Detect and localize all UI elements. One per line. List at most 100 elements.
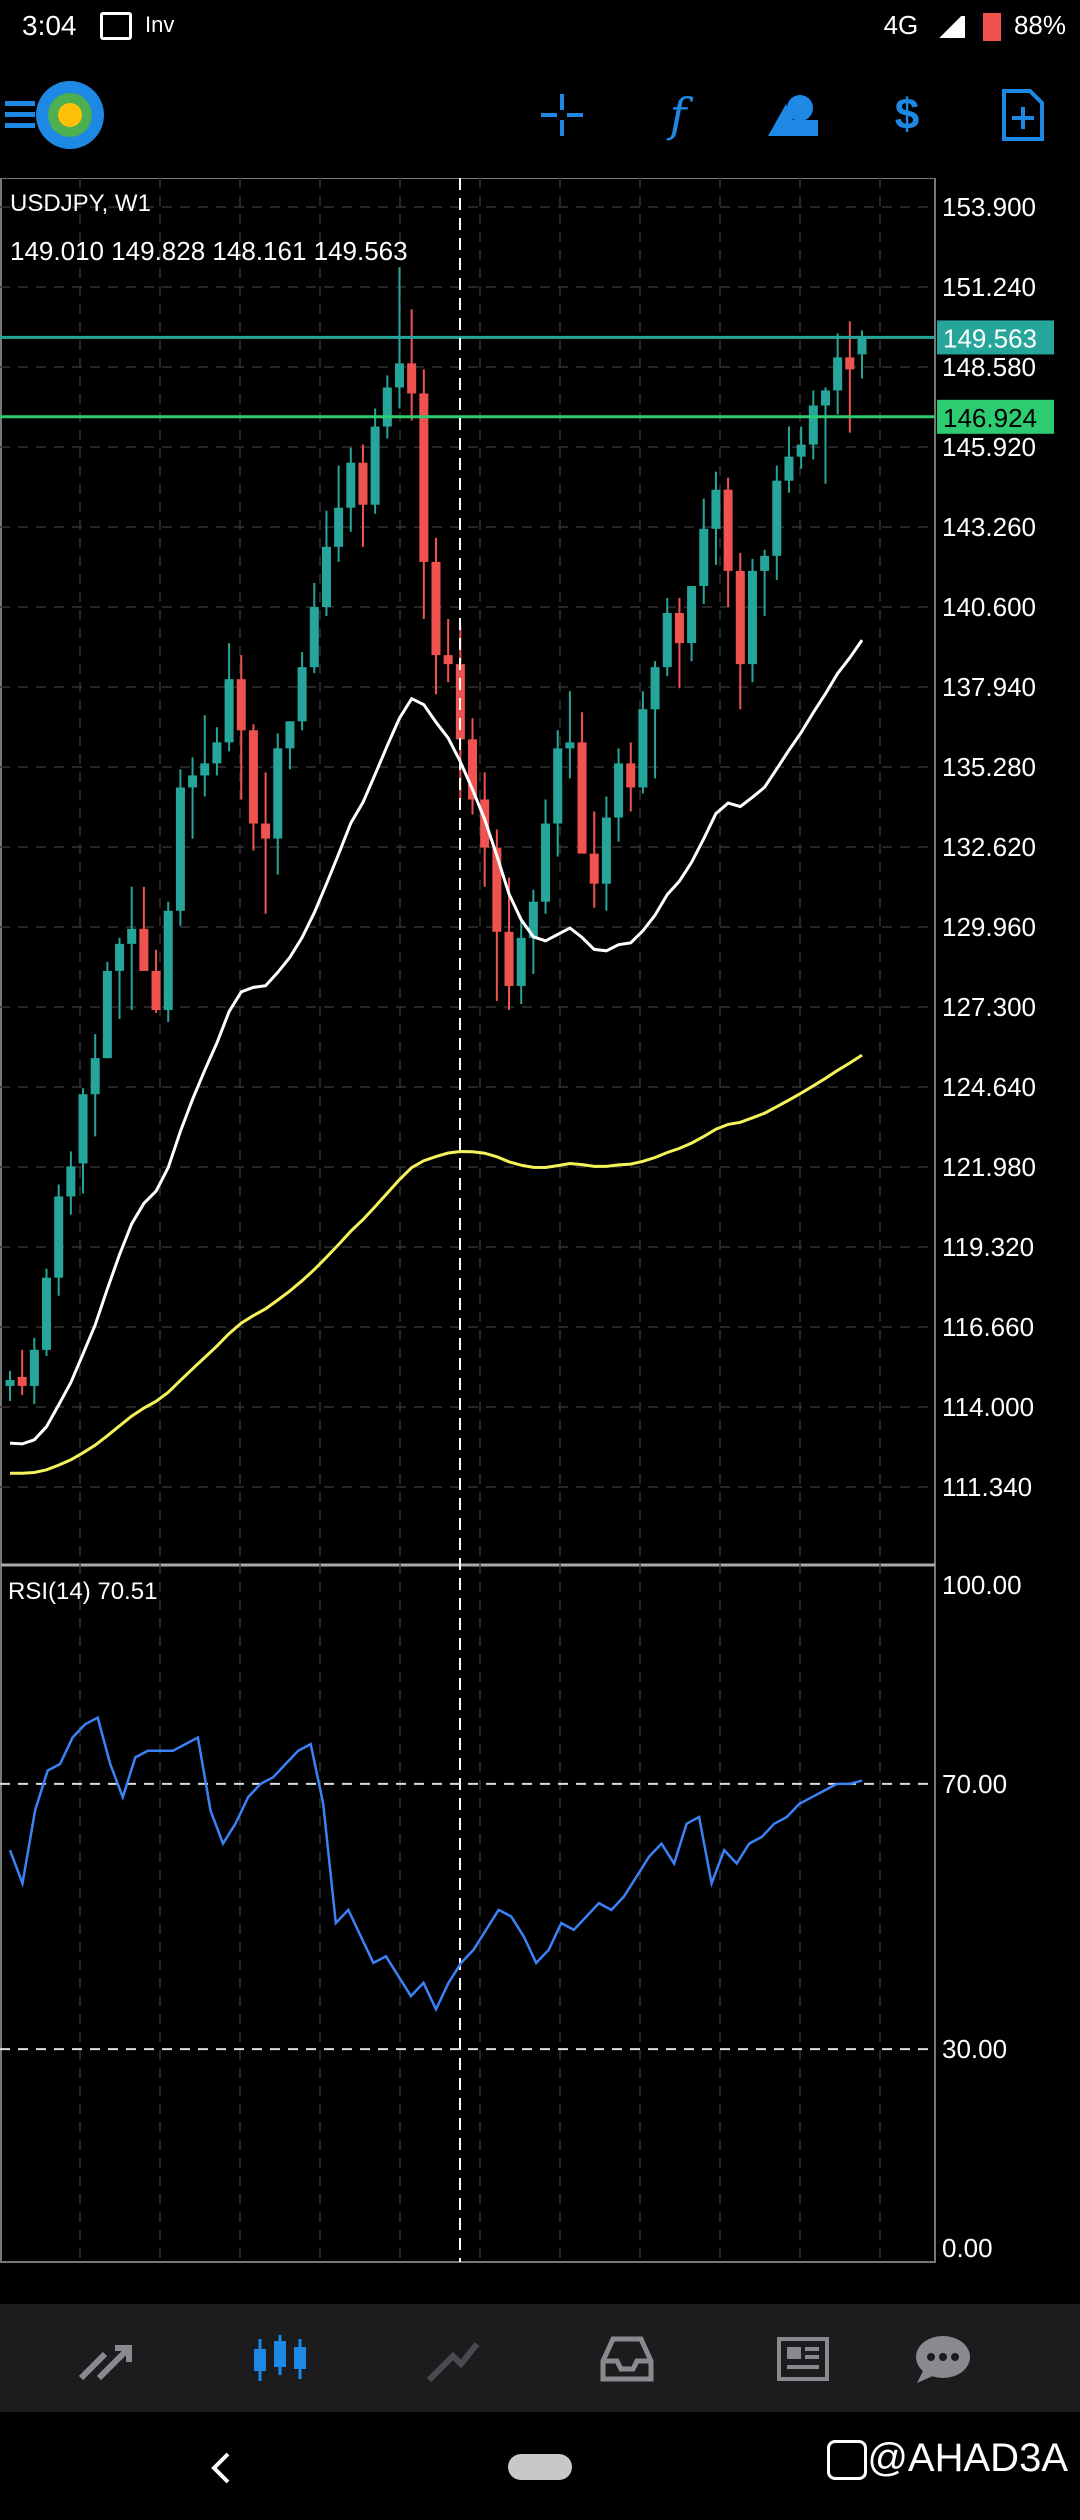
price-axis-label: 148.580: [942, 352, 1036, 382]
candle-body: [674, 613, 684, 644]
candle-body: [468, 739, 478, 800]
candle-body: [565, 742, 575, 749]
candle-body: [17, 1376, 27, 1386]
price-axis-label: 127.300: [942, 992, 1036, 1022]
candle-body: [297, 667, 307, 722]
candle-body: [784, 456, 794, 481]
candle-body: [638, 709, 648, 788]
app-logo-icon[interactable]: [35, 80, 105, 150]
battery-icon: [982, 13, 1001, 42]
candle-body: [808, 405, 818, 445]
candle-body: [407, 363, 417, 394]
candle-body: [261, 823, 271, 839]
candle-body: [175, 787, 185, 911]
candle-body: [760, 555, 770, 571]
candle-body: [236, 679, 246, 731]
objects-icon[interactable]: [758, 80, 828, 150]
quotes-icon[interactable]: [70, 2324, 140, 2394]
candle-body: [699, 528, 709, 586]
rsi-label: RSI(14) 70.51: [8, 1578, 158, 1605]
gallery-icon: [100, 12, 132, 40]
home-pill[interactable]: [508, 2454, 572, 2480]
battery-label: 88%: [1013, 10, 1066, 40]
candle-body: [321, 546, 331, 607]
candle-body: [370, 426, 380, 505]
price-axis-label: 140.600: [942, 592, 1036, 622]
status-time: 3:04: [22, 10, 77, 41]
trade-nav-icon[interactable]: [418, 2324, 488, 2394]
candle-body: [577, 742, 587, 854]
price-axis-label: 116.660: [942, 1312, 1034, 1342]
price-axis-label: 137.940: [942, 672, 1036, 702]
new-order-icon[interactable]: [987, 80, 1057, 150]
candle-body: [772, 480, 782, 556]
back-icon[interactable]: [208, 2450, 232, 2491]
rsi-axis-label: 0.00: [942, 2233, 993, 2263]
candle-body: [504, 931, 514, 986]
candle-body: [492, 847, 502, 932]
price-axis-label: 132.620: [942, 832, 1036, 862]
ohlc-readout: 149.010 149.828 148.161 149.563: [10, 236, 408, 266]
crosshair-icon[interactable]: [527, 80, 597, 150]
system-nav-bar: [0, 2412, 1080, 2520]
candle-body: [614, 763, 624, 818]
price-axis-label: 111.340: [942, 1472, 1032, 1502]
watermark: @AHAD3A: [827, 2436, 1068, 2481]
candle-body: [419, 393, 429, 562]
candle-body: [334, 507, 344, 547]
current-price-tag: [937, 320, 1054, 355]
price-chart[interactable]: 153.900 151.240 148.580 145.920 143.260 140.6…: [0, 178, 1080, 2268]
status-right: 4G 88%: [883, 10, 1066, 42]
facebook-icon: [827, 2440, 868, 2481]
price-axis-label: 151.240: [942, 272, 1036, 302]
candle-body: [346, 462, 356, 508]
candle-body: [443, 655, 453, 665]
candle-body: [102, 970, 112, 1059]
chart-frame: [0, 178, 936, 2263]
candle-body: [687, 585, 697, 644]
trade-dollar-icon[interactable]: $: [894, 90, 920, 139]
candle-body: [394, 363, 404, 388]
menu-icon[interactable]: [0, 80, 60, 150]
symbol-label: USDJPY, W1: [10, 190, 151, 217]
candle-body: [589, 853, 599, 884]
candle-body: [54, 1196, 64, 1278]
chart-nav-icon[interactable]: [245, 2324, 315, 2394]
price-axis-label: 124.640: [942, 1072, 1036, 1102]
price-axis-label: 121.980: [942, 1152, 1036, 1182]
candle-body: [5, 1379, 15, 1386]
signal-icon: [935, 16, 966, 39]
candle-body: [626, 763, 636, 788]
price-axis-label: 145.920: [942, 432, 1036, 462]
candle-body: [200, 763, 210, 776]
price-axis-label: 143.260: [942, 512, 1036, 542]
history-inbox-icon[interactable]: [592, 2324, 662, 2394]
price-axis-label: 119.320: [942, 1232, 1034, 1262]
candle-body: [382, 387, 392, 427]
candle-body: [127, 928, 137, 944]
rsi-axis-label: 100.00: [942, 1570, 1022, 1600]
candle-body: [42, 1277, 52, 1350]
rsi-axis-label: 70.00: [942, 1769, 1007, 1799]
candle-body: [796, 444, 806, 457]
current-price-tag-label: 149.563: [943, 323, 1037, 353]
status-bar: 3:04 Inv 4G 88%: [0, 0, 1080, 56]
candle-body: [224, 679, 234, 743]
rsi-axis-label: 30.00: [942, 2034, 1007, 2064]
candle-body: [139, 928, 149, 971]
candle-body: [735, 570, 745, 665]
candle-body: [601, 817, 611, 884]
network-label: 4G: [883, 10, 919, 40]
level-price-tag: [937, 399, 1054, 434]
chats-icon[interactable]: [908, 2324, 978, 2394]
candle-body: [309, 607, 319, 668]
app-notification-label: Inv: [145, 12, 175, 37]
candle-body: [115, 943, 125, 971]
bottom-nav: [0, 2304, 1080, 2412]
candle-body: [273, 748, 283, 839]
candle-body: [662, 613, 672, 668]
price-axis-label: 114.000: [942, 1392, 1034, 1422]
ma-fast-line: [9, 639, 864, 1446]
news-icon[interactable]: [768, 2324, 838, 2394]
indicators-icon[interactable]: f: [669, 88, 687, 142]
